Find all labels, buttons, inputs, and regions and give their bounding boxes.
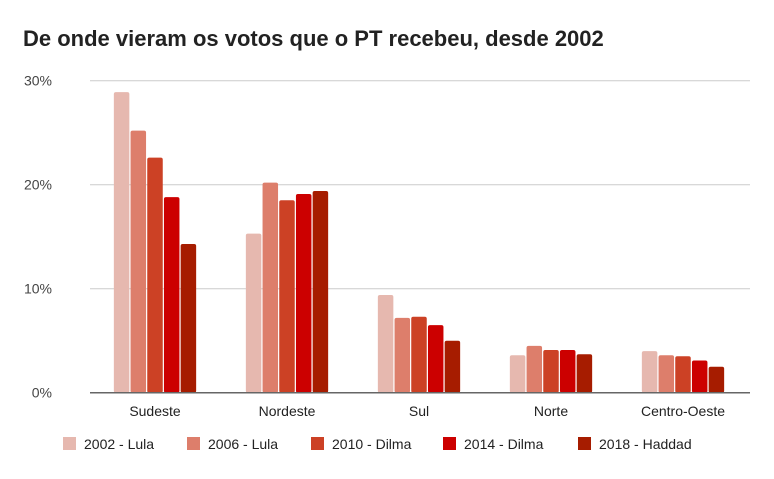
bar-nordeste-1 xyxy=(262,182,279,393)
y-tick-label: 0% xyxy=(32,385,52,401)
bar-sudeste-3 xyxy=(163,197,180,393)
legend-swatch xyxy=(578,437,591,450)
bar-sudeste-0 xyxy=(113,92,130,393)
bar-centro-oeste-2 xyxy=(675,356,691,393)
y-tick-label: 30% xyxy=(24,73,52,89)
bar-nordeste-4 xyxy=(312,190,329,393)
x-category-label: Nordeste xyxy=(259,403,316,419)
legend-label: 2002 - Lula xyxy=(84,436,154,452)
bar-centro-oeste-4 xyxy=(708,366,725,393)
legend-label: 2010 - Dilma xyxy=(332,436,412,452)
y-tick-label: 20% xyxy=(24,177,52,193)
bar-sudeste-2 xyxy=(147,157,163,393)
bar-sul-0 xyxy=(377,294,394,393)
legend-label: 2014 - Dilma xyxy=(464,436,544,452)
y-tick-label: 10% xyxy=(24,281,52,297)
legend-swatch xyxy=(311,437,324,450)
bar-norte-4 xyxy=(576,354,593,393)
bar-sudeste-4 xyxy=(180,243,197,393)
legend-label: 2018 - Haddad xyxy=(599,436,692,452)
x-category-label: Centro-Oeste xyxy=(641,403,725,419)
x-category-label: Sul xyxy=(409,403,429,419)
bar-norte-2 xyxy=(543,350,559,393)
bar-sul-1 xyxy=(394,317,411,393)
bar-sul-4 xyxy=(444,340,461,393)
bar-sudeste-1 xyxy=(130,130,147,393)
bar-sul-2 xyxy=(411,316,427,393)
bar-sul-3 xyxy=(427,325,444,393)
legend-swatch xyxy=(63,437,76,450)
legend-swatch xyxy=(443,437,456,450)
bar-centro-oeste-3 xyxy=(691,360,708,393)
legend-label: 2006 - Lula xyxy=(208,436,278,452)
x-category-label: Norte xyxy=(534,403,568,419)
legend-swatch xyxy=(187,437,200,450)
bar-norte-1 xyxy=(526,345,543,393)
bar-nordeste-3 xyxy=(295,194,312,393)
x-category-label: Sudeste xyxy=(129,403,181,419)
bar-centro-oeste-0 xyxy=(641,351,658,393)
bar-norte-0 xyxy=(509,355,526,393)
bar-norte-3 xyxy=(559,350,576,393)
chart-title: De onde vieram os votos que o PT recebeu… xyxy=(23,26,604,51)
bar-nordeste-2 xyxy=(279,200,295,393)
bar-nordeste-0 xyxy=(245,233,262,393)
bar-centro-oeste-1 xyxy=(658,355,675,393)
